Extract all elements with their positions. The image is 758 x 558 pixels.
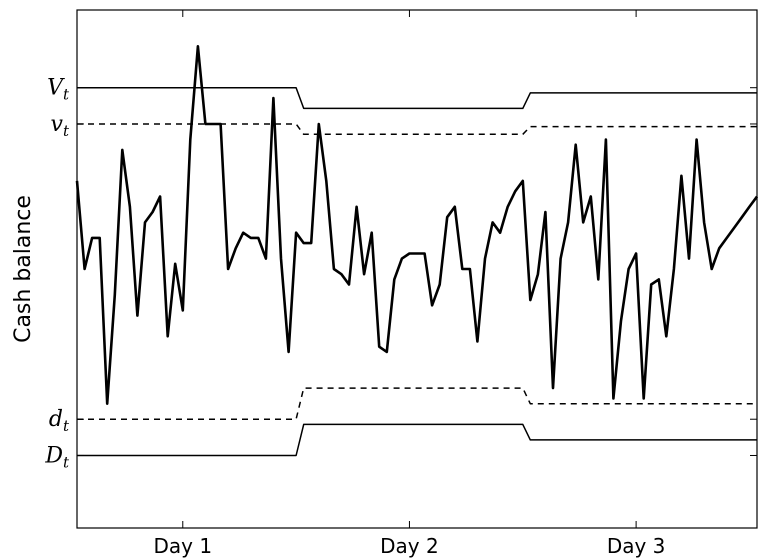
level-ticks: Vt vt dt Dt [44, 76, 757, 471]
x-tick-label: Day 2 [380, 534, 439, 558]
series-line-v-upper [77, 123, 757, 136]
axes-layer [76, 9, 758, 529]
level-label-D-lower: Dt [44, 443, 70, 471]
series-layer [75, 44, 758, 457]
level-label-d-lower: dt [49, 407, 70, 435]
level-label-V-upper: Vt [47, 76, 70, 104]
level-label-v-upper: vt [51, 112, 70, 140]
series-line-V-upper [77, 86, 757, 110]
series-line-d-lower [77, 387, 757, 420]
x-tick-label: Day 3 [607, 534, 666, 558]
series-line-D-lower [77, 423, 757, 457]
series-line-balance [75, 44, 758, 406]
x-tick-label: Day 1 [153, 534, 212, 558]
x-ticks: Day 1 Day 2 Day 3 [153, 10, 665, 558]
y-axis-label: Cash balance [11, 195, 36, 343]
plot-frame [76, 9, 758, 529]
